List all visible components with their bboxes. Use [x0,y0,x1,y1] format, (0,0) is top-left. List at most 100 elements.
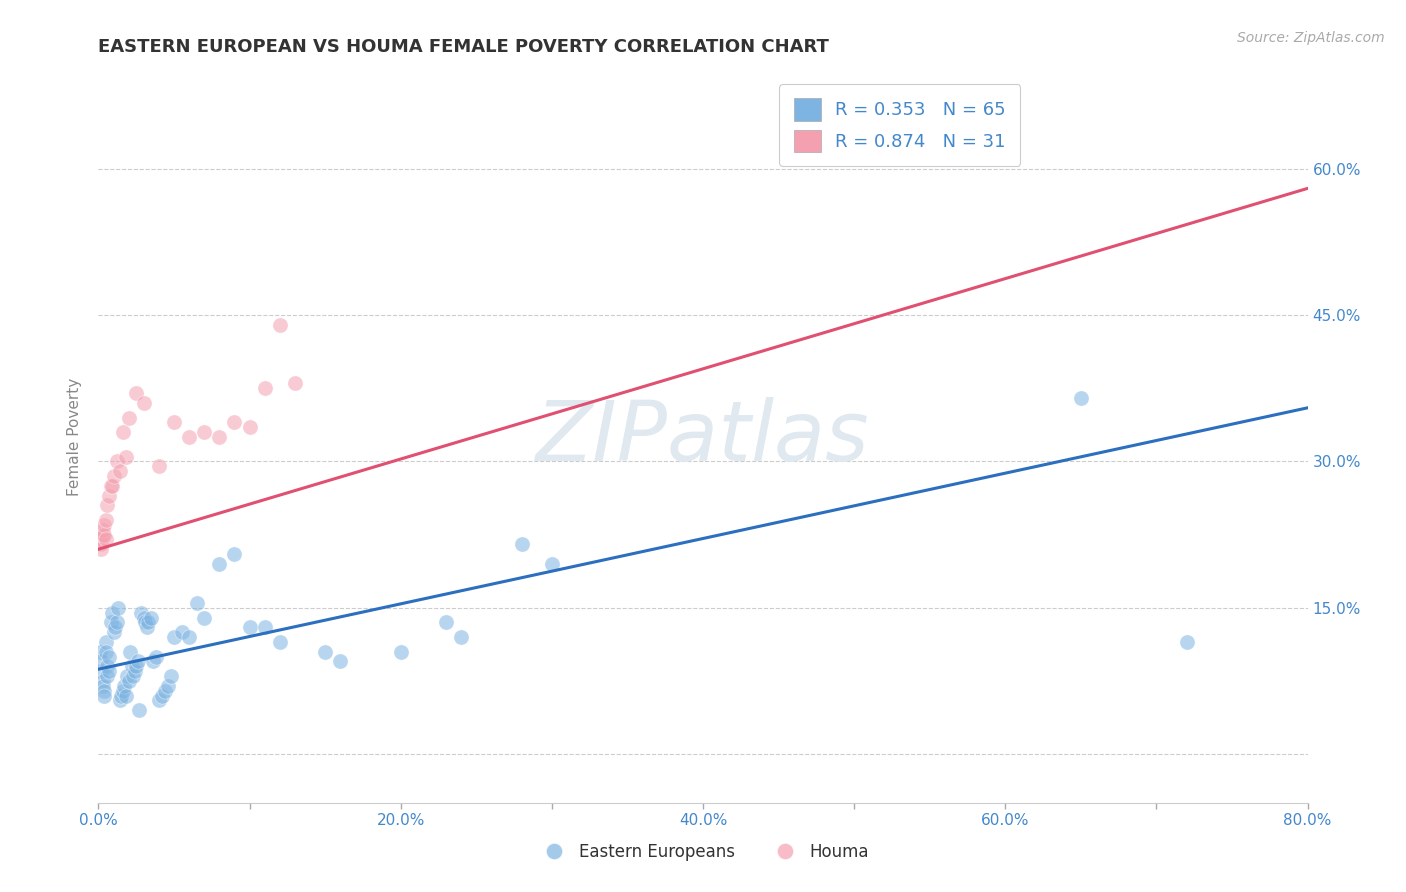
Point [98,489,121,503]
Point [179,630,201,644]
Point [142,654,165,668]
Point [269,635,291,649]
Point [101,479,124,493]
Point [253,381,276,395]
Point [90,654,112,668]
Point [150,689,173,703]
Point [111,425,134,440]
Point [90,664,112,678]
Point [193,425,215,440]
Point [170,625,193,640]
Point [94,533,117,547]
Point [128,703,150,717]
Text: EASTERN EUROPEAN VS HOUMA FEMALE POVERTY CORRELATION CHART: EASTERN EUROPEAN VS HOUMA FEMALE POVERTY… [98,38,830,56]
Point [94,635,117,649]
Point [129,606,152,620]
Point [121,659,143,673]
Text: Source: ZipAtlas.com: Source: ZipAtlas.com [1237,31,1385,45]
Point [160,669,183,683]
Point [153,683,176,698]
Point [148,459,170,474]
Point [239,420,262,434]
Point [141,610,163,624]
Point [91,527,114,541]
Point [208,430,231,444]
Point [253,620,276,634]
Point [450,630,472,644]
Point [104,620,127,634]
Point [100,479,122,493]
Point [103,469,125,483]
Point [132,610,155,624]
Point [96,499,118,513]
Point [120,645,142,659]
Point [148,693,170,707]
Point [145,649,167,664]
Point [510,537,533,551]
Point [91,523,114,537]
Point [118,410,141,425]
Point [1175,635,1198,649]
Point [89,533,111,547]
Point [135,620,157,634]
Point [94,513,117,527]
Point [1070,391,1092,405]
Point [163,416,186,430]
Point [108,464,131,478]
Point [114,450,136,464]
Point [108,693,131,707]
Point [112,679,135,693]
Legend: R = 0.353   N = 65, R = 0.874   N = 31: R = 0.353 N = 65, R = 0.874 N = 31 [779,84,1021,166]
Point [103,625,125,640]
Point [100,615,122,630]
Point [118,673,141,688]
Point [163,630,186,644]
Point [434,615,457,630]
Point [269,318,291,332]
Point [105,454,128,468]
Point [193,610,215,624]
Point [132,396,155,410]
Point [134,615,156,630]
Point [284,376,307,391]
Point [91,679,114,693]
Point [93,683,115,698]
Point [127,654,149,668]
Point [93,517,115,532]
Y-axis label: Female Poverty: Female Poverty [67,378,83,496]
Point [125,659,148,673]
Point [107,600,129,615]
Point [224,547,246,561]
Point [115,669,138,683]
Point [98,664,121,678]
Point [110,689,132,703]
Point [122,669,145,683]
Point [93,527,115,541]
Point [111,683,134,698]
Point [179,430,201,444]
Point [329,654,352,668]
Point [98,649,121,664]
Point [91,673,114,688]
Point [136,615,159,630]
Point [125,386,148,401]
Point [156,679,179,693]
Point [314,645,336,659]
Point [105,615,128,630]
Point [124,664,146,678]
Point [96,659,118,673]
Point [114,689,136,703]
Point [89,645,111,659]
Point [389,645,412,659]
Point [94,645,117,659]
Point [540,557,562,571]
Text: ZIPatlas: ZIPatlas [536,397,870,477]
Point [239,620,262,634]
Point [224,416,246,430]
Point [101,606,124,620]
Point [90,537,112,551]
Point [208,557,231,571]
Point [93,689,115,703]
Point [96,669,118,683]
Point [90,542,112,557]
